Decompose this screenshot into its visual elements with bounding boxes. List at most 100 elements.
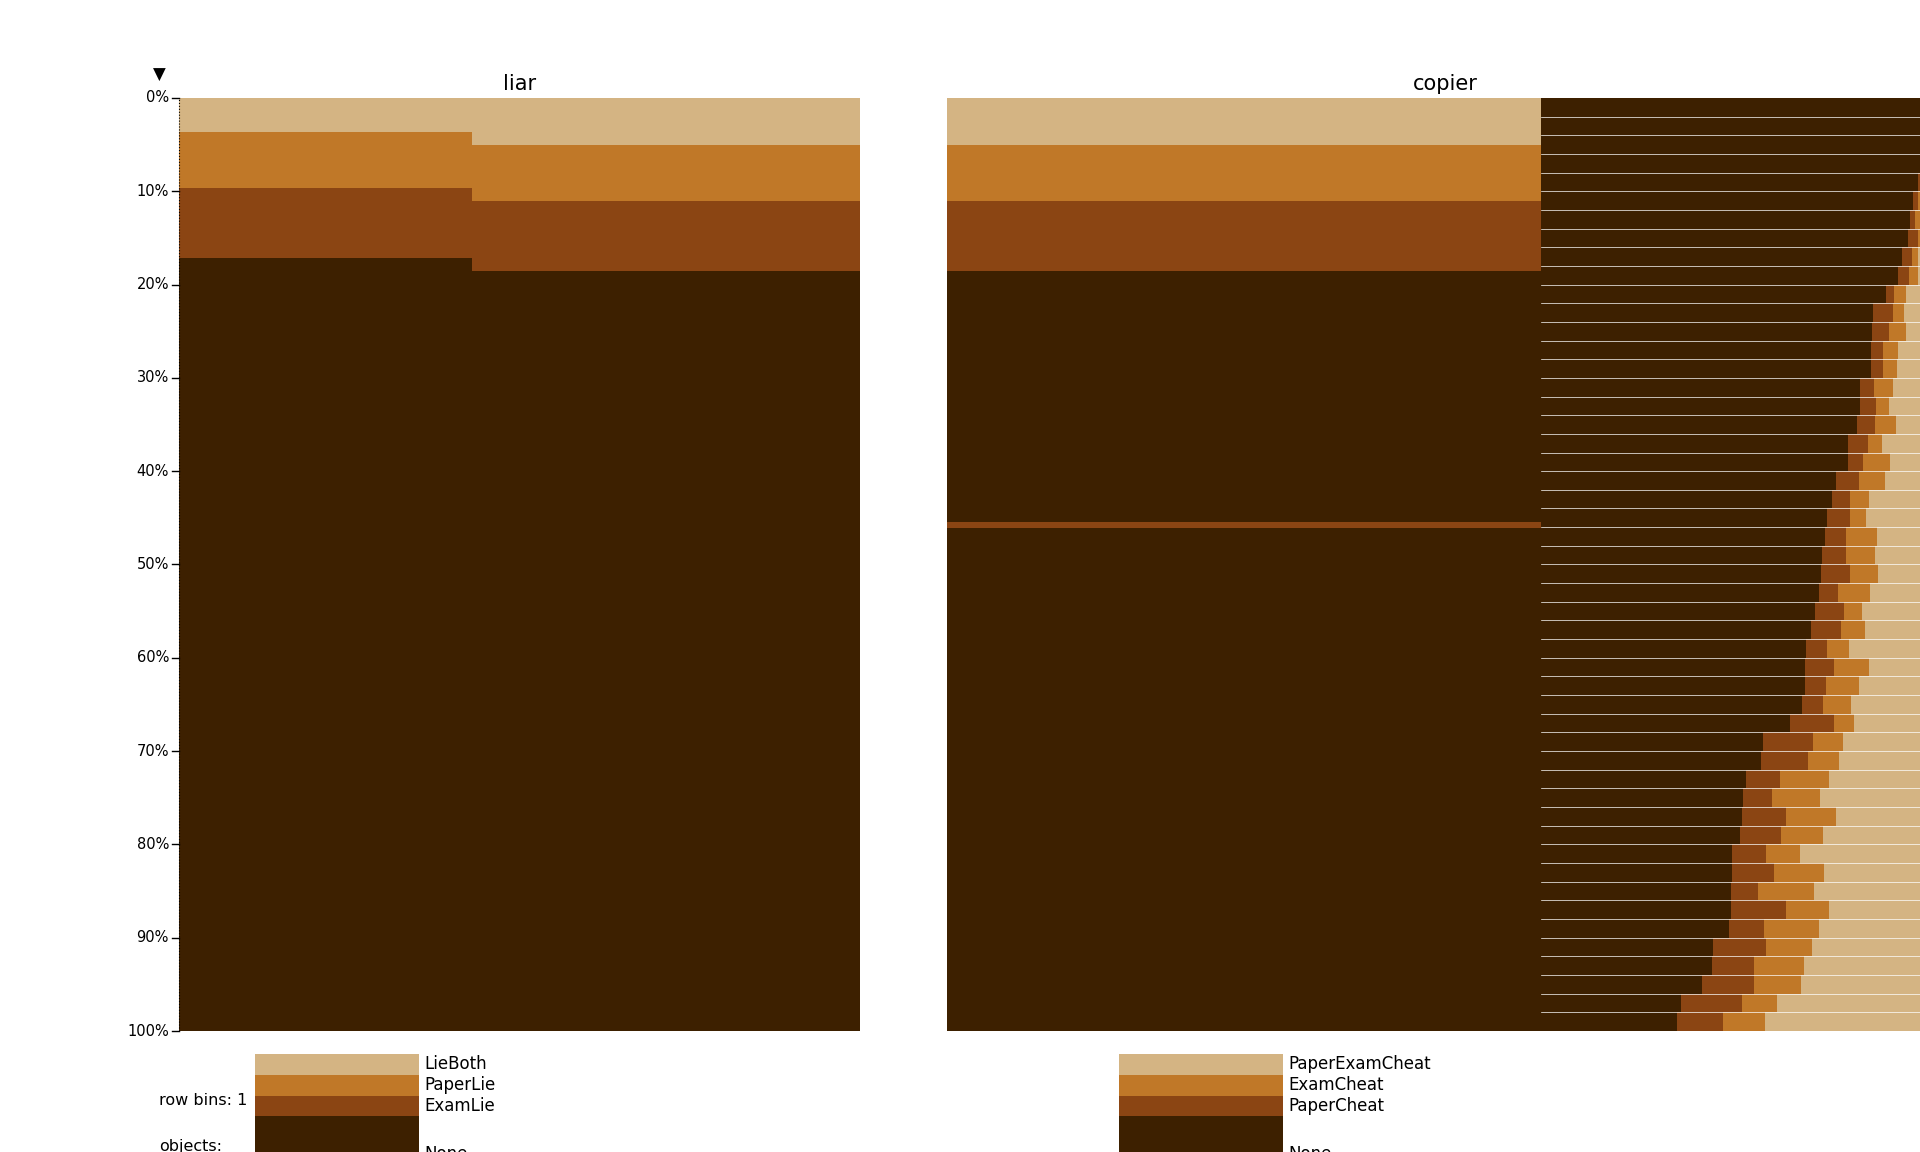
Bar [1918,191,1920,210]
Bar [1540,98,1920,116]
Bar [1824,863,1920,881]
Bar [1914,191,1918,210]
Bar [1812,733,1843,751]
Bar [1540,658,1805,676]
Bar [1836,471,1859,490]
Bar [1918,173,1920,191]
Text: 30%: 30% [136,370,169,386]
Bar [1730,881,1759,901]
Bar [1766,844,1801,863]
Bar [179,132,472,189]
Bar [1895,285,1907,303]
Bar [1805,956,1920,975]
Bar [947,271,1540,1031]
Bar [1540,434,1847,453]
Bar [1540,173,1918,191]
Bar [1811,621,1841,639]
Bar [1119,1116,1283,1152]
Text: row bins: 1: row bins: 1 [159,1092,248,1108]
Bar [472,271,860,1031]
Bar [1540,956,1713,975]
Bar [1864,453,1891,471]
Bar [1805,676,1826,695]
Bar [1918,266,1920,285]
Bar [1119,1054,1283,1075]
Bar [1843,733,1920,751]
Bar [1540,378,1860,396]
Bar [947,200,1540,271]
Bar [1870,490,1920,508]
Bar [1730,901,1786,919]
Bar [1839,751,1920,770]
Bar [1834,714,1855,733]
Bar [1801,975,1920,994]
Bar [1540,546,1822,564]
Bar [1897,359,1920,378]
Bar [1818,583,1837,601]
Bar [1866,508,1920,528]
Bar [179,189,472,258]
Bar [1540,266,1899,285]
Bar [1540,770,1745,788]
Bar [1849,490,1870,508]
Bar [1849,508,1866,528]
Bar [1540,248,1901,266]
Bar [1901,248,1912,266]
Bar [1540,788,1743,808]
Bar [1780,770,1828,788]
Bar [1882,434,1920,453]
Bar [1870,359,1884,378]
Bar [1540,564,1822,583]
Bar [1905,303,1920,321]
Bar [1540,321,1872,341]
Bar [1540,621,1811,639]
Bar [1540,396,1860,415]
Bar [1540,490,1832,508]
Bar [1822,546,1845,564]
Bar [1713,956,1753,975]
Bar [1874,378,1893,396]
Bar [1843,601,1862,621]
Title: copier: copier [1413,74,1478,93]
Bar [1889,396,1920,415]
Bar [1772,788,1820,808]
Bar [255,1075,419,1096]
Bar [1540,453,1847,471]
Text: ▼: ▼ [154,66,165,84]
Bar [1878,564,1920,583]
Bar [1857,415,1874,434]
Bar [1540,863,1732,881]
Bar [1918,248,1920,266]
Bar [1786,808,1836,826]
Text: 0%: 0% [146,90,169,106]
Bar [1809,751,1839,770]
Bar [1822,826,1920,844]
Bar [1893,303,1905,321]
Bar [1908,228,1918,248]
Title: liar: liar [503,74,536,93]
Bar [1540,303,1872,321]
Text: 80%: 80% [136,836,169,852]
Bar [1540,341,1872,359]
Bar [1822,564,1851,583]
Bar [1540,901,1730,919]
Bar [1872,341,1884,359]
Text: 60%: 60% [136,650,169,666]
Bar [1868,434,1882,453]
Bar [1540,938,1713,956]
Bar [1891,453,1920,471]
Bar [1885,285,1895,303]
Text: ExamLie: ExamLie [424,1097,495,1115]
Bar [179,98,472,132]
Bar [1897,415,1920,434]
Bar [1859,471,1885,490]
Bar [179,258,472,1031]
Bar [472,145,860,200]
Bar [1740,826,1780,844]
Bar [1540,994,1680,1013]
Bar [1540,639,1807,658]
Bar [1847,453,1864,471]
Bar [1722,1013,1764,1031]
Bar [1540,1013,1676,1031]
Bar [1907,285,1920,303]
